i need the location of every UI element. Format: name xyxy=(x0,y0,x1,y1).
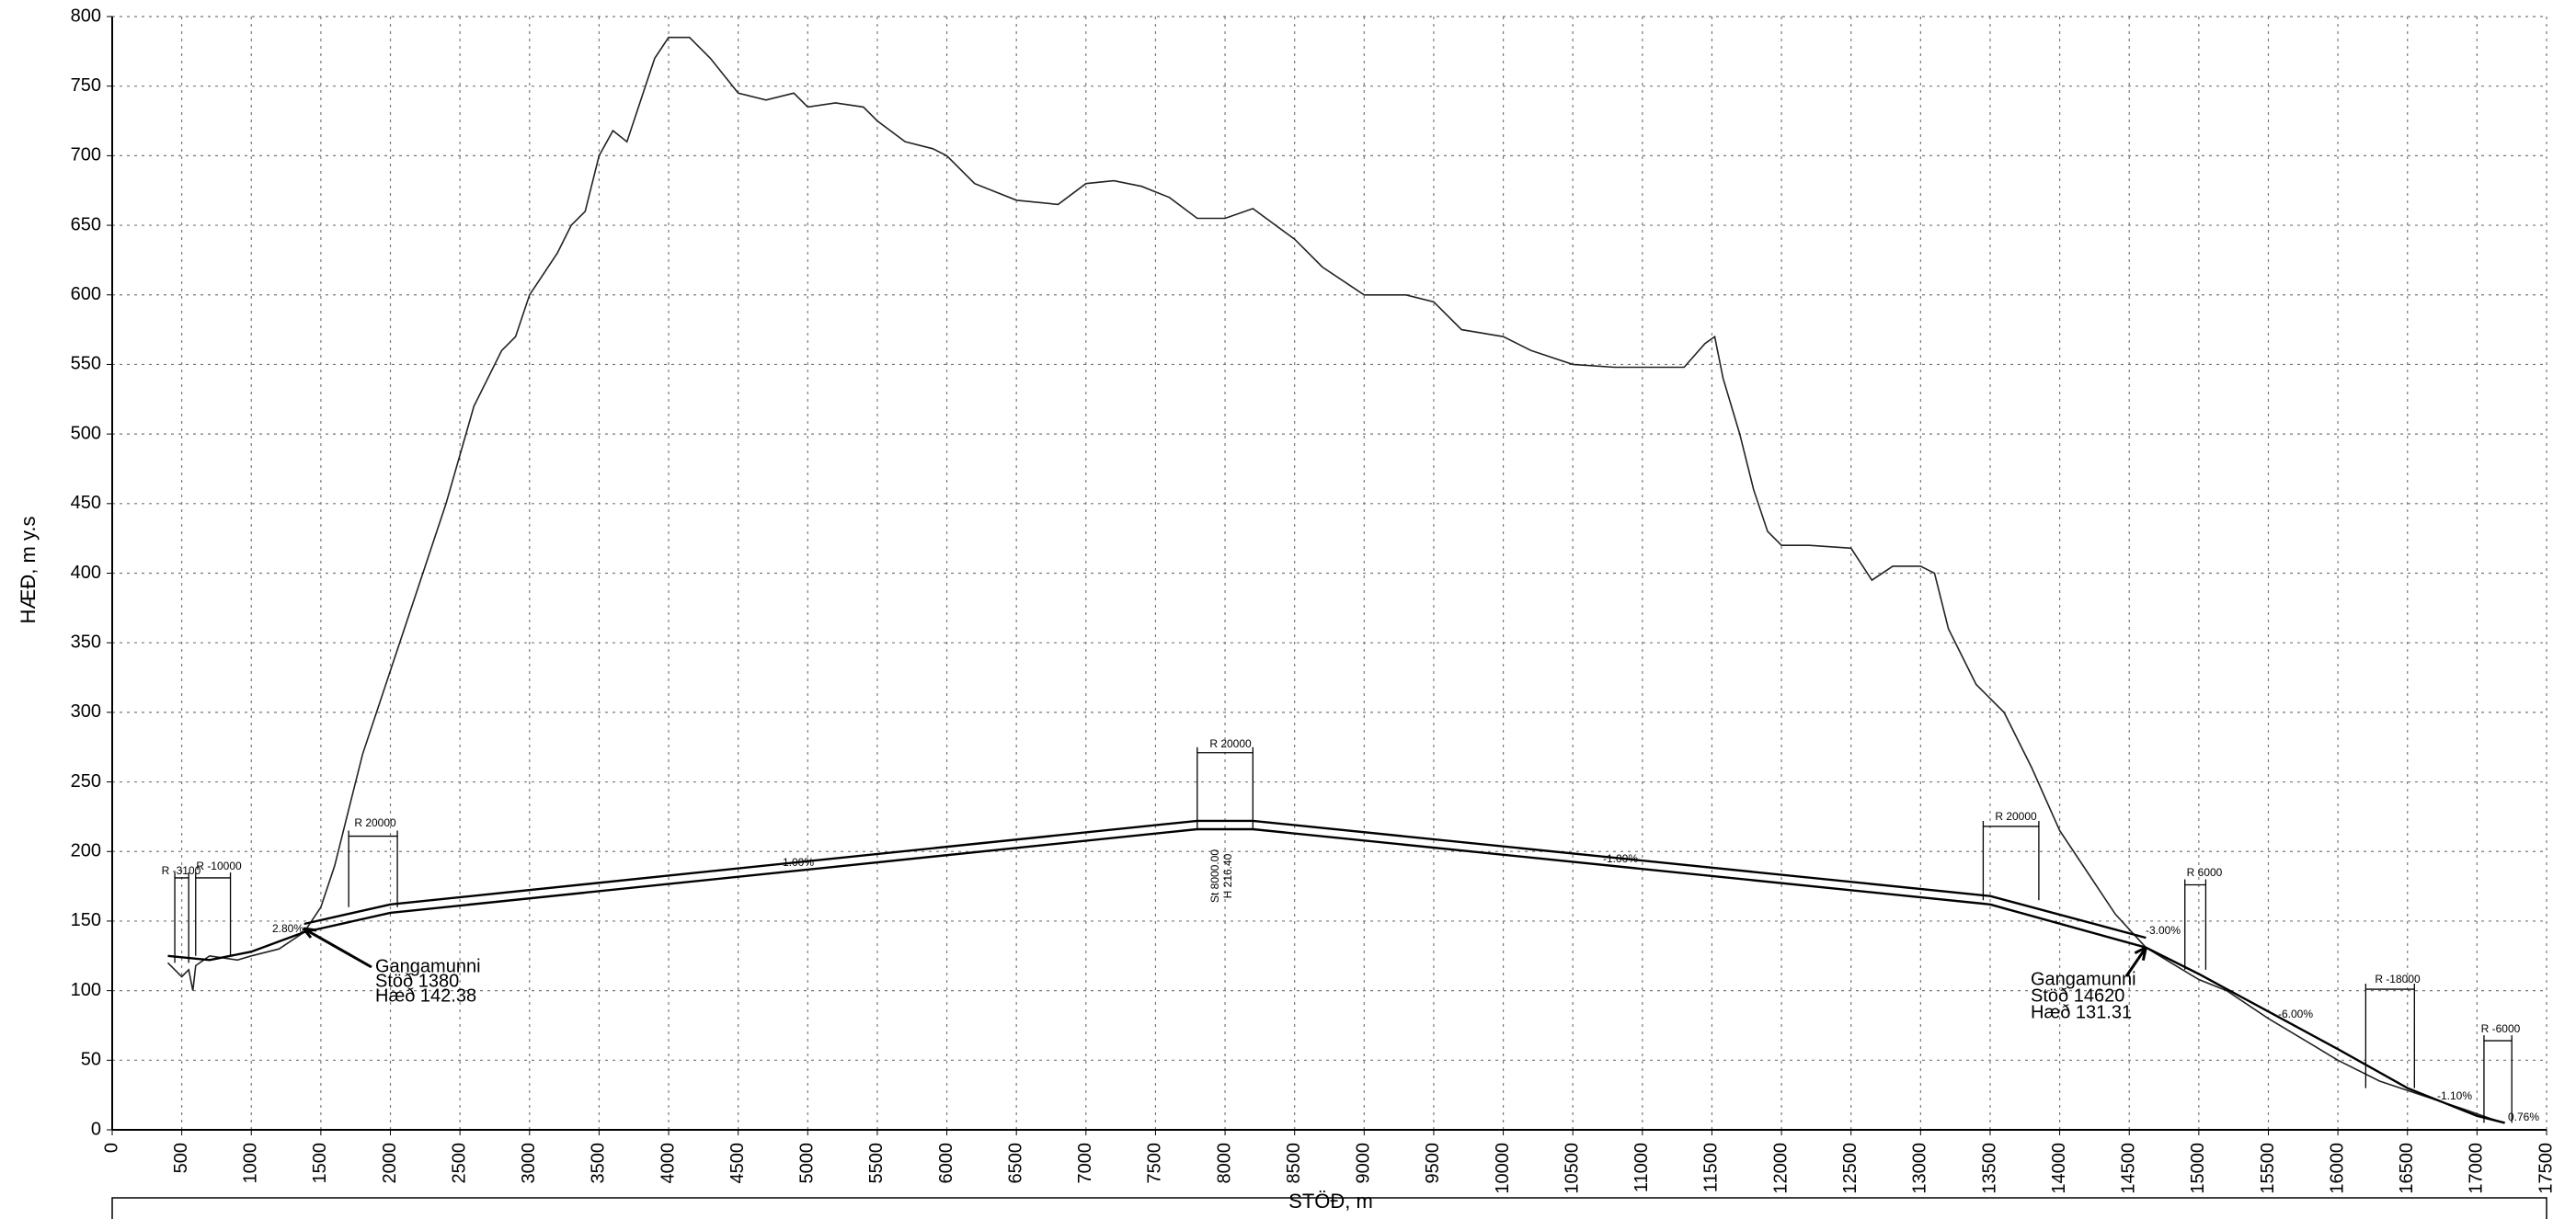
x-tick-label: 16500 xyxy=(2397,1143,2417,1194)
x-tick-label: 11500 xyxy=(1701,1143,1722,1192)
y-tick-label: 150 xyxy=(71,910,101,930)
curve-bracket xyxy=(174,872,189,963)
x-tick-label: 2500 xyxy=(449,1143,469,1184)
annotation: Gangamunni xyxy=(375,956,481,976)
x-tick-label: 14500 xyxy=(2119,1143,2139,1194)
x-tick-label: 500 xyxy=(171,1143,191,1173)
curve-label: 1.00% xyxy=(783,856,814,869)
curve-label: -6.00% xyxy=(2278,1008,2313,1020)
y-tick-label: 0 xyxy=(91,1119,101,1139)
x-tick-label: 9500 xyxy=(1423,1143,1443,1184)
x-tick-label: 9000 xyxy=(1354,1143,1374,1184)
curve-bracket xyxy=(2483,1035,2513,1123)
curve-bracket xyxy=(2364,984,2415,1088)
annotation: Hæð 142.38 xyxy=(375,985,476,1006)
curve-label: 0.76% xyxy=(2508,1111,2539,1123)
curve-label: -1.10% xyxy=(2437,1089,2472,1102)
x-tick-label: 8000 xyxy=(1214,1143,1234,1184)
curve-label: R -18000 xyxy=(2375,973,2421,985)
curve-label: R 20000 xyxy=(354,816,396,829)
annotation-arrow xyxy=(302,927,372,969)
curve-label: -1.00% xyxy=(1603,852,1638,865)
x-tick-label: 7000 xyxy=(1075,1143,1095,1184)
curve-label: R -6000 xyxy=(2481,1022,2521,1035)
x-tick-label: 13000 xyxy=(1910,1143,1930,1194)
curve-label: 2.80% xyxy=(272,922,303,935)
x-tick-label: 15500 xyxy=(2258,1143,2278,1194)
y-tick-label: 450 xyxy=(71,493,101,513)
annotation: Stöð 1380 xyxy=(375,971,459,991)
x-tick-label: 1000 xyxy=(241,1143,261,1184)
curve-label: R -3100 xyxy=(162,864,201,877)
curve-bracket xyxy=(195,872,232,956)
y-tick-label: 600 xyxy=(71,284,101,304)
x-tick-label: 4000 xyxy=(658,1143,678,1184)
x-tick-label: 10500 xyxy=(1562,1143,1582,1194)
curve-bracket xyxy=(1196,746,1254,830)
y-tick-label: 700 xyxy=(71,145,101,165)
x-tick-label: 12500 xyxy=(1840,1143,1860,1194)
x-tick-label: 16000 xyxy=(2327,1143,2347,1194)
annotation: Gangamunni xyxy=(2031,969,2136,989)
curve-label: -3.00% xyxy=(2146,924,2181,937)
x-tick-label: 8500 xyxy=(1284,1143,1304,1184)
y-tick-label: 350 xyxy=(71,632,101,652)
y-tick-label: 200 xyxy=(71,841,101,861)
x-tick-label: 6500 xyxy=(1005,1143,1025,1184)
y-tick-label: 100 xyxy=(71,980,101,1000)
x-tick-label: 11000 xyxy=(1631,1143,1652,1192)
x-tick-label: 5500 xyxy=(866,1143,887,1184)
x-tick-label: 2000 xyxy=(380,1143,400,1184)
y-tick-label: 750 xyxy=(71,75,101,96)
x-tick-label: 17000 xyxy=(2467,1143,2487,1194)
curve-bracket xyxy=(2184,879,2207,970)
x-tick-label: 7500 xyxy=(1145,1143,1165,1184)
x-tick-label: 3000 xyxy=(519,1143,539,1184)
y-tick-label: 550 xyxy=(71,354,101,374)
x-tick-label: 17500 xyxy=(2536,1143,2556,1194)
x-tick-label: 4500 xyxy=(727,1143,748,1184)
curve-label: St 8000.00 xyxy=(1208,849,1221,903)
x-tick-label: 13500 xyxy=(1979,1143,1999,1194)
y-axis-label: HÆÐ, m y.s xyxy=(17,517,40,624)
y-tick-label: 250 xyxy=(71,771,101,792)
profile-line xyxy=(303,819,2147,940)
y-tick-label: 800 xyxy=(71,6,101,26)
curve-label: R -10000 xyxy=(196,860,242,872)
x-tick-label: 15000 xyxy=(2188,1143,2208,1194)
profile-line xyxy=(166,36,2505,1124)
curve-bracket xyxy=(1982,820,2040,901)
x-tick-label: 6000 xyxy=(936,1143,956,1184)
x-tick-label: 14000 xyxy=(2049,1143,2069,1194)
y-tick-label: 400 xyxy=(71,563,101,583)
y-tick-label: 50 xyxy=(81,1050,101,1070)
x-tick-label: 10000 xyxy=(1493,1143,1513,1194)
y-tick-label: 500 xyxy=(71,423,101,443)
annotation: Hæð 131.31 xyxy=(2031,1002,2132,1022)
annotation: Stöð 14620 xyxy=(2031,985,2124,1006)
curve-label: R 20000 xyxy=(1209,737,1252,750)
y-tick-label: 650 xyxy=(71,214,101,234)
x-tick-label: 1500 xyxy=(310,1143,330,1184)
annotation-arrow xyxy=(2124,946,2147,977)
y-tick-label: 300 xyxy=(71,701,101,722)
x-tick-label: 12000 xyxy=(1770,1143,1791,1194)
x-tick-label: 3500 xyxy=(589,1143,609,1184)
curve-label: R 20000 xyxy=(1995,810,2037,823)
x-tick-label: 0 xyxy=(101,1143,121,1153)
profile-line xyxy=(2145,946,2505,1124)
x-tick-label: 5000 xyxy=(797,1143,818,1184)
profile-line xyxy=(303,827,2147,949)
bottom-band xyxy=(111,1197,2547,1219)
x-axis-label: STÖÐ, m xyxy=(1288,1190,1373,1213)
curve-label: H 216.40 xyxy=(1221,853,1234,898)
curve-label: R 6000 xyxy=(2187,866,2223,879)
curve-bracket xyxy=(348,830,398,907)
